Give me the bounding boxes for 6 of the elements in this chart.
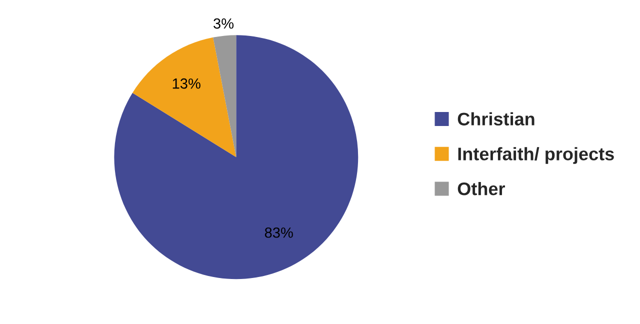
legend-label: Christian	[458, 112, 534, 126]
data-label: 13%	[172, 78, 200, 89]
legend-label: Other	[458, 182, 505, 196]
legend-label: Interfaith/ projects	[458, 147, 614, 164]
data-label: 3%	[214, 18, 234, 29]
data-label: 83%	[264, 227, 293, 238]
